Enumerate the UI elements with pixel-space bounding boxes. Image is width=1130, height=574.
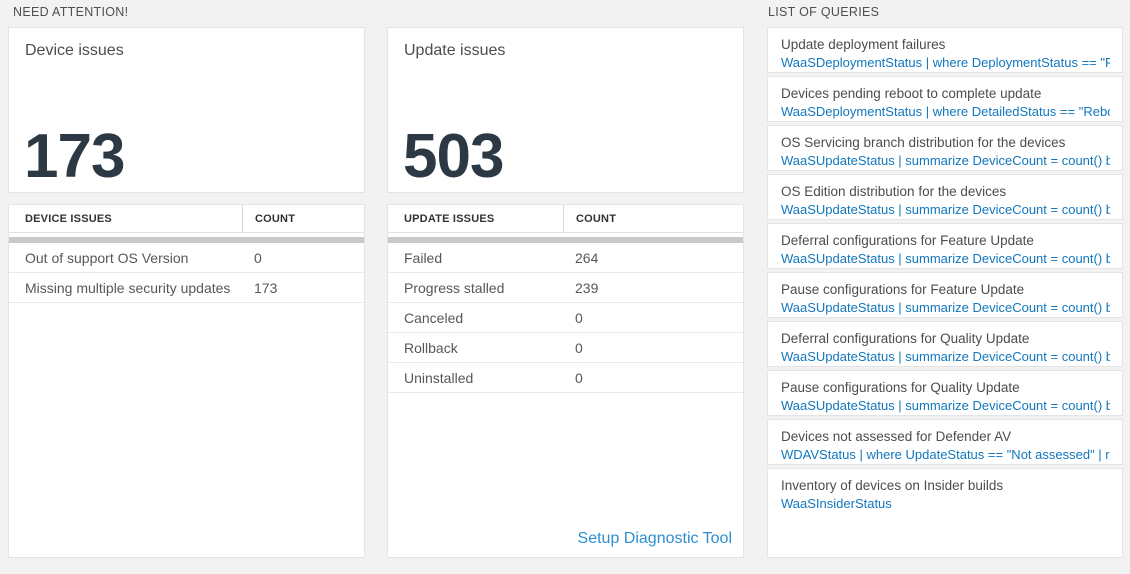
issue-count: 0	[575, 309, 583, 326]
issue-label: Out of support OS Version	[25, 249, 189, 266]
list-of-queries-section: LIST OF QUERIES Update deployment failur…	[767, 5, 1123, 561]
query-item[interactable]: Deferral configurations for Feature Upda…	[767, 223, 1123, 269]
query-code[interactable]: WaaSUpdateStatus | summarize DeviceCount…	[781, 398, 1110, 413]
issue-label: Missing multiple security updates	[25, 279, 231, 296]
issue-count: 264	[575, 249, 599, 266]
update-issues-column: Update issues 503 UPDATE ISSUES COUNT Fa…	[387, 27, 744, 558]
query-item[interactable]: OS Edition distribution for the devices W…	[767, 174, 1123, 220]
query-item[interactable]: Devices pending reboot to complete updat…	[767, 76, 1123, 122]
device-issues-tile-title: Device issues	[25, 42, 124, 59]
query-title: Devices not assessed for Defender AV	[781, 429, 1012, 444]
need-attention-section: NEED ATTENTION! Device issues 173 DEVICE…	[8, 5, 744, 558]
issue-label: Progress stalled	[404, 279, 505, 296]
update-issues-rows: Failed 264 Progress stalled 239 Canceled 0 Rol…	[388, 243, 743, 393]
need-attention-title: NEED ATTENTION!	[13, 5, 129, 19]
query-title: Deferral configurations for Quality Upda…	[781, 331, 1030, 346]
query-title: Update deployment failures	[781, 37, 946, 52]
update-issues-header-label: UPDATE ISSUES	[404, 212, 495, 225]
table-row[interactable]: Rollback 0	[388, 333, 743, 363]
issue-count: 0	[575, 369, 583, 386]
need-attention-cards: Device issues 173 DEVICE ISSUES COUNT Ou…	[8, 27, 744, 558]
issue-count: 0	[254, 249, 262, 266]
issue-count: 239	[575, 279, 599, 296]
table-row[interactable]: Failed 264	[388, 243, 743, 273]
query-title: Pause configurations for Feature Update	[781, 282, 1025, 297]
query-code[interactable]: WaaSUpdateStatus | summarize DeviceCount…	[781, 153, 1110, 168]
issue-count: 173	[254, 279, 278, 296]
issue-label: Canceled	[404, 309, 464, 326]
device-issues-tile[interactable]: Device issues 173	[8, 27, 365, 193]
query-item[interactable]: Pause configurations for Feature Update W…	[767, 272, 1123, 318]
device-issues-table-header: DEVICE ISSUES COUNT	[9, 205, 364, 233]
query-title: Devices pending reboot to complete updat…	[781, 86, 1042, 101]
update-issues-tile-title: Update issues	[404, 42, 506, 59]
query-item[interactable]: Devices not assessed for Defender AV WDAV…	[767, 419, 1123, 465]
query-code[interactable]: WaaSInsiderStatus	[781, 496, 892, 511]
query-item[interactable]: OS Servicing branch distribution for the…	[767, 125, 1123, 171]
query-item[interactable]: Update deployment failures WaaSDeployment…	[767, 27, 1123, 73]
device-issues-header-label: DEVICE ISSUES	[25, 212, 112, 225]
query-code[interactable]: WaaSUpdateStatus | summarize DeviceCount…	[781, 300, 1110, 315]
issue-label: Uninstalled	[404, 369, 474, 386]
update-issues-tile[interactable]: Update issues 503	[387, 27, 744, 193]
update-issues-table: UPDATE ISSUES COUNT Failed 264 Progress st…	[387, 204, 744, 558]
table-row[interactable]: Progress stalled 239	[388, 273, 743, 303]
query-code[interactable]: WaaSUpdateStatus | summarize DeviceCount…	[781, 202, 1110, 217]
device-issues-column: Device issues 173 DEVICE ISSUES COUNT Ou…	[8, 27, 365, 558]
query-item[interactable]: Pause configurations for Quality Update W…	[767, 370, 1123, 416]
query-code[interactable]: WaaSDeploymentStatus | where DeploymentS…	[781, 55, 1110, 70]
query-title: Deferral configurations for Feature Upda…	[781, 233, 1034, 248]
table-scrollbar[interactable]	[388, 237, 743, 243]
issue-count: 0	[575, 339, 583, 356]
issue-label: Rollback	[404, 339, 458, 356]
query-item[interactable]: Inventory of devices on Insider builds Wa…	[767, 468, 1123, 558]
query-code[interactable]: WDAVStatus | where UpdateStatus == "Not …	[781, 447, 1110, 462]
device-issues-table: DEVICE ISSUES COUNT Out of support OS Ve…	[8, 204, 365, 558]
update-issues-count: 503	[403, 122, 504, 192]
table-row[interactable]: Canceled 0	[388, 303, 743, 333]
update-issues-table-header: UPDATE ISSUES COUNT	[388, 205, 743, 233]
query-title: Inventory of devices on Insider builds	[781, 478, 1004, 493]
query-title: Pause configurations for Quality Update	[781, 380, 1020, 395]
table-row[interactable]: Uninstalled 0	[388, 363, 743, 393]
query-code[interactable]: WaaSUpdateStatus | summarize DeviceCount…	[781, 251, 1110, 266]
issue-label: Failed	[404, 249, 443, 266]
query-code[interactable]: WaaSDeploymentStatus | where DetailedSta…	[781, 104, 1110, 119]
device-issues-rows: Out of support OS Version 0 Missing multip…	[9, 243, 364, 303]
query-item[interactable]: Deferral configurations for Quality Upda…	[767, 321, 1123, 367]
device-issues-count: 173	[24, 122, 125, 192]
query-list: Update deployment failures WaaSDeployment…	[767, 27, 1123, 558]
setup-diagnostic-tool-link[interactable]: Setup Diagnostic Tool	[577, 530, 732, 547]
table-row[interactable]: Out of support OS Version 0	[9, 243, 364, 273]
update-issues-header-count: COUNT	[563, 205, 743, 232]
device-issues-header-count: COUNT	[242, 205, 364, 232]
table-row[interactable]: Missing multiple security updates 173	[9, 273, 364, 303]
query-title: OS Servicing branch distribution for the…	[781, 135, 1066, 150]
table-scrollbar[interactable]	[9, 237, 364, 243]
list-of-queries-title: LIST OF QUERIES	[768, 5, 880, 19]
query-title: OS Edition distribution for the devices	[781, 184, 1007, 199]
query-code[interactable]: WaaSUpdateStatus | summarize DeviceCount…	[781, 349, 1110, 364]
